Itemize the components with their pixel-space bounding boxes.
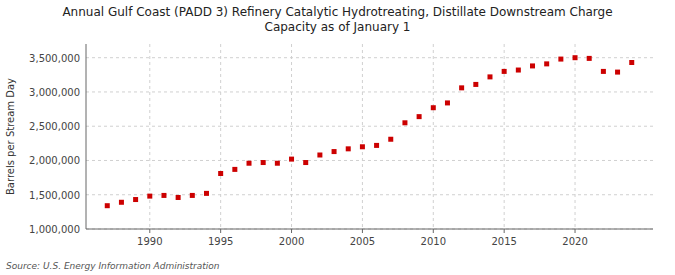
point	[601, 69, 606, 74]
x-tick-label: 2015	[491, 236, 516, 247]
x-tick	[362, 229, 363, 233]
title-line: Capacity as of January 1	[265, 20, 411, 34]
point	[261, 160, 266, 165]
x-tick-label: 1995	[208, 236, 233, 247]
y-grid-line	[86, 194, 653, 195]
point	[360, 144, 365, 149]
title-line: Annual Gulf Coast (PADD 3) Refinery Cata…	[62, 5, 612, 19]
axes: 1,000,000 1,500,000 2,000,000 2,500,000 3,00…	[29, 44, 653, 247]
point	[629, 60, 634, 65]
point	[133, 197, 138, 202]
point	[374, 143, 379, 148]
x-grid-line	[362, 44, 363, 229]
point	[247, 161, 252, 166]
point	[417, 114, 422, 119]
point	[573, 55, 578, 60]
source-note: Source: U.S. Energy Information Administ…	[6, 261, 220, 271]
point	[516, 68, 521, 73]
point	[161, 193, 166, 198]
x-tick	[291, 229, 292, 233]
point	[332, 149, 337, 154]
point	[119, 200, 124, 205]
point	[176, 195, 181, 200]
y-grid-line	[86, 126, 653, 127]
point	[204, 191, 209, 196]
point	[317, 153, 322, 158]
point	[487, 74, 492, 79]
y-grid-line	[86, 57, 653, 58]
point	[289, 157, 294, 162]
x-grid-line	[220, 44, 221, 229]
point	[232, 167, 237, 172]
point	[105, 203, 110, 208]
x-tick	[149, 229, 150, 233]
y-grid-line	[86, 91, 653, 92]
point	[190, 193, 195, 198]
y-tick-label: 2,500,000	[29, 121, 80, 132]
x-tick	[433, 229, 434, 233]
y-tick-label: 1,000,000	[29, 224, 80, 235]
y-grid-line	[86, 160, 653, 161]
point	[459, 85, 464, 90]
chart: Annual Gulf Coast (PADD 3) Refinery Cata…	[0, 0, 675, 275]
x-tick-label: 2010	[421, 236, 446, 247]
point	[502, 69, 507, 74]
x-grid-line	[149, 44, 150, 229]
y-tick-label: 1,500,000	[29, 190, 80, 201]
point	[402, 120, 407, 125]
point	[473, 82, 478, 87]
point	[147, 194, 152, 199]
x-tick	[504, 229, 505, 233]
point	[346, 146, 351, 151]
point	[431, 105, 436, 110]
point	[530, 63, 535, 68]
point	[218, 171, 223, 176]
x-tick-label: 2000	[279, 236, 304, 247]
y-tick-label: 2,000,000	[29, 155, 80, 166]
point	[558, 57, 563, 62]
x-grid-line	[433, 44, 434, 229]
background	[0, 0, 675, 275]
x-grid-line	[575, 44, 576, 229]
x-tick	[220, 229, 221, 233]
x-tick	[575, 229, 576, 233]
point	[587, 56, 592, 61]
grid	[86, 44, 653, 229]
x-grid-line	[291, 44, 292, 229]
point	[615, 70, 620, 75]
y-tick-label: 3,500,000	[29, 53, 80, 64]
y-grid-line	[86, 229, 653, 230]
y-axis-label: Barrels per Stream Day	[5, 78, 16, 195]
point	[303, 160, 308, 165]
point	[275, 161, 280, 166]
point	[544, 61, 549, 66]
x-tick-label: 2020	[562, 236, 587, 247]
y-tick-label: 3,000,000	[29, 87, 80, 98]
y-axis-line	[86, 44, 87, 229]
points	[105, 55, 634, 208]
point	[445, 100, 450, 105]
x-axis-line	[86, 229, 653, 230]
x-tick-label: 2005	[350, 236, 375, 247]
title: Annual Gulf Coast (PADD 3) Refinery Cata…	[62, 5, 612, 34]
x-tick-label: 1990	[137, 236, 162, 247]
point	[388, 137, 393, 142]
